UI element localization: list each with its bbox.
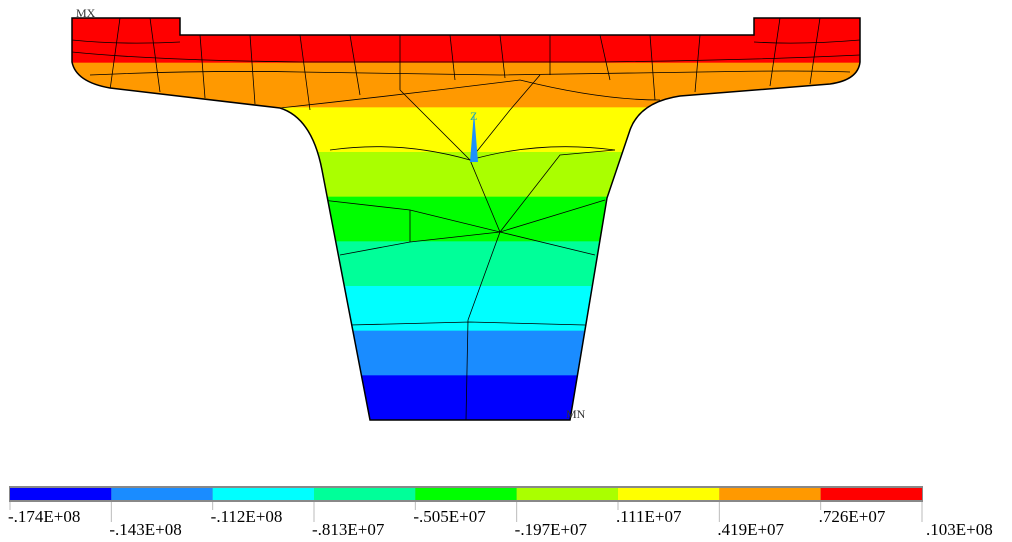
legend-swatch: [415, 488, 517, 500]
contour-band: [72, 286, 860, 332]
contour-band: [72, 152, 860, 198]
legend-swatch: [516, 488, 618, 500]
legend-label: -.143E+08: [109, 520, 181, 539]
contour-band: [72, 330, 860, 376]
legend-label: .726E+07: [819, 507, 886, 526]
legend-swatch: [618, 488, 720, 500]
min-label: MN: [566, 407, 586, 421]
contour-band: [72, 241, 860, 287]
legend-swatch: [719, 488, 821, 500]
legend-label: .419E+07: [717, 520, 784, 539]
contour-bands: [72, 18, 860, 420]
legend-label: -.112E+08: [211, 507, 283, 526]
legend-label: .111E+07: [616, 507, 682, 526]
contour-band: [72, 18, 860, 64]
legend-swatch: [314, 488, 416, 500]
legend: -.174E+08 -.143E+08 -.112E+08 -.813E+07 -.50…: [8, 486, 993, 539]
mesh: [72, 18, 860, 420]
contour-band: [72, 62, 860, 108]
triad: Z: [470, 109, 478, 162]
legend-swatch: [820, 488, 922, 500]
legend-swatch: [111, 488, 213, 500]
legend-label: -.197E+07: [515, 520, 588, 539]
contour-band: [72, 375, 860, 420]
legend-swatch: [10, 488, 112, 500]
legend-swatch: [212, 488, 314, 500]
max-label: MX: [76, 6, 96, 20]
legend-label: -.174E+08: [8, 507, 80, 526]
legend-label: -.813E+07: [312, 520, 385, 539]
legend-label: -.505E+07: [413, 507, 486, 526]
axis-label: Z: [470, 109, 477, 123]
legend-label: .103E+08: [926, 520, 993, 539]
